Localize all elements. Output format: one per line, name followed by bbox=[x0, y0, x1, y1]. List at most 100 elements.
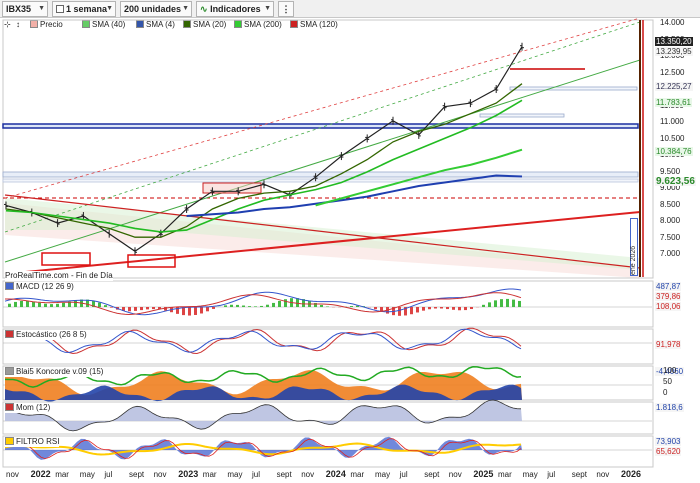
macd-histogram-bar bbox=[14, 301, 17, 307]
macd-histogram-bar bbox=[284, 299, 287, 307]
rsi-filter-red-line[interactable] bbox=[4, 438, 522, 460]
price-tick-label: 9.500 bbox=[660, 166, 681, 176]
panel-value-label: 379,86 bbox=[655, 292, 682, 301]
rsi-filter-area bbox=[5, 436, 522, 460]
indicator-panels[interactable] bbox=[2, 280, 654, 468]
panel-frame bbox=[2, 401, 654, 435]
instrument-selector[interactable]: IBX35 ▼ bbox=[2, 1, 48, 17]
band-11400[interactable] bbox=[479, 113, 565, 118]
time-axis-month-label: mar bbox=[350, 470, 365, 479]
macd-histogram-bar bbox=[506, 298, 509, 307]
macd-histogram-bar bbox=[110, 307, 113, 308]
macd-histogram-bar bbox=[122, 307, 125, 311]
annotation-box-2023[interactable] bbox=[202, 182, 262, 194]
macd-histogram-bar bbox=[140, 307, 143, 311]
panel-label-blai5[interactable]: Blai5 Koncorde v.09 (15) bbox=[5, 367, 104, 377]
time-axis-year-label: 2022 bbox=[30, 469, 51, 479]
legend-label: SMA (4) bbox=[146, 20, 175, 29]
series-sma-20[interactable] bbox=[5, 83, 523, 238]
more-options-button[interactable]: ⋮ bbox=[278, 1, 294, 17]
support-band-9700[interactable] bbox=[2, 171, 639, 178]
macd-histogram-bar bbox=[374, 307, 377, 310]
panel-value-label: 91,978 bbox=[655, 340, 682, 349]
panel-label-filtro[interactable]: FILTRO RSI bbox=[5, 437, 60, 447]
panel-tick-label: 50 bbox=[663, 377, 672, 386]
macd-histogram-bar bbox=[488, 302, 491, 307]
panel-value-label: 487,87 bbox=[655, 282, 682, 291]
time-axis-month-label: may bbox=[79, 470, 95, 479]
long-term-support-line[interactable] bbox=[4, 211, 641, 275]
panel-swatch bbox=[5, 367, 14, 375]
koncorde-green-line[interactable] bbox=[4, 366, 522, 388]
macd-histogram-bar bbox=[500, 299, 503, 307]
macd-signal-line[interactable] bbox=[5, 292, 522, 316]
units-selector[interactable]: 200 unidades ▼ bbox=[120, 1, 192, 17]
annotation-box-2022-autumn-low[interactable] bbox=[127, 254, 176, 268]
support-band-9600[interactable] bbox=[2, 178, 639, 183]
chevron-down-icon: ▼ bbox=[38, 5, 45, 12]
indicators-button[interactable]: ∿ Indicadores ▼ bbox=[196, 1, 274, 17]
macd-histogram-bar bbox=[56, 303, 59, 307]
macd-histogram-bar bbox=[32, 301, 35, 307]
panel-label-macd[interactable]: MACD (12 26 9) bbox=[5, 282, 74, 292]
price-marker-label: 12.225,27 bbox=[655, 82, 693, 91]
stochastic-k-line[interactable] bbox=[4, 327, 522, 355]
panel-frame bbox=[2, 280, 654, 328]
time-axis-month-label: jul bbox=[252, 470, 261, 479]
macd-histogram-bar bbox=[188, 307, 191, 316]
bear-trend-line[interactable] bbox=[4, 194, 641, 269]
panel-frame bbox=[2, 435, 654, 468]
time-axis-month-label: sept bbox=[129, 470, 145, 479]
annotation-box-2022-low[interactable] bbox=[41, 252, 91, 266]
time-axis-month-label: mar bbox=[498, 470, 512, 479]
stochastic-d-line[interactable] bbox=[5, 328, 522, 354]
momentum-line[interactable] bbox=[4, 399, 522, 432]
upper-channel-line[interactable] bbox=[4, 17, 641, 199]
macd-histogram-bar bbox=[320, 304, 323, 307]
panel-frame bbox=[2, 328, 654, 365]
time-axis-month-label: nov bbox=[596, 470, 610, 479]
macd-histogram-bar bbox=[470, 307, 473, 310]
panel-label-mom[interactable]: Mom (12) bbox=[5, 403, 51, 413]
macd-histogram-bar bbox=[212, 307, 215, 309]
panel-label-estocastico[interactable]: Estocástico (26 8 5) bbox=[5, 330, 87, 340]
time-axis-month-label: jul bbox=[399, 470, 408, 479]
macd-histogram-bar bbox=[248, 306, 251, 307]
series-sma-120[interactable] bbox=[186, 174, 523, 217]
time-axis-month-label: jul bbox=[547, 470, 556, 479]
legend-label: Precio bbox=[40, 20, 63, 29]
macd-histogram-bar bbox=[518, 300, 521, 307]
time-axis-month-label: nov bbox=[153, 470, 167, 479]
band-12200[interactable] bbox=[509, 86, 638, 91]
macd-histogram-bar bbox=[404, 307, 407, 316]
panel-swatch bbox=[5, 403, 14, 411]
time-axis-month-label: sept bbox=[424, 470, 440, 479]
date-marker-label: ene 2026 bbox=[630, 245, 637, 275]
macd-histogram-bar bbox=[128, 307, 131, 312]
price-marker-label: 13.350,20 bbox=[655, 37, 693, 46]
time-axis-month-label: may bbox=[227, 470, 243, 479]
panel-title: FILTRO RSI bbox=[16, 437, 60, 446]
macd-histogram-bar bbox=[38, 302, 41, 307]
timeframe-selector[interactable]: 1 semana ▼ bbox=[52, 1, 116, 17]
macd-histogram-bar bbox=[242, 305, 245, 307]
macd-histogram-bar bbox=[74, 300, 77, 307]
series-sma-200[interactable] bbox=[315, 148, 523, 207]
macd-histogram-bar bbox=[458, 307, 461, 311]
momentum-area bbox=[5, 400, 522, 431]
series-sma-40[interactable] bbox=[5, 99, 523, 233]
panel-title: Estocástico (26 8 5) bbox=[16, 330, 87, 339]
price-chart[interactable] bbox=[2, 17, 644, 278]
macd-histogram-bar bbox=[44, 303, 47, 307]
macd-histogram-bar bbox=[20, 301, 23, 307]
macd-histogram-bar bbox=[440, 307, 443, 309]
macd-histogram-bar bbox=[104, 305, 107, 307]
macd-histogram-bar bbox=[224, 305, 227, 307]
dots-icon: ⋮ bbox=[281, 4, 291, 14]
fit-toggle[interactable]: ↕ bbox=[16, 20, 20, 30]
macd-histogram-bar bbox=[428, 307, 431, 310]
legend-label: SMA (120) bbox=[300, 20, 338, 29]
macd-histogram-bar bbox=[236, 304, 239, 307]
cursor-toggle[interactable]: ⊹ bbox=[4, 20, 11, 30]
